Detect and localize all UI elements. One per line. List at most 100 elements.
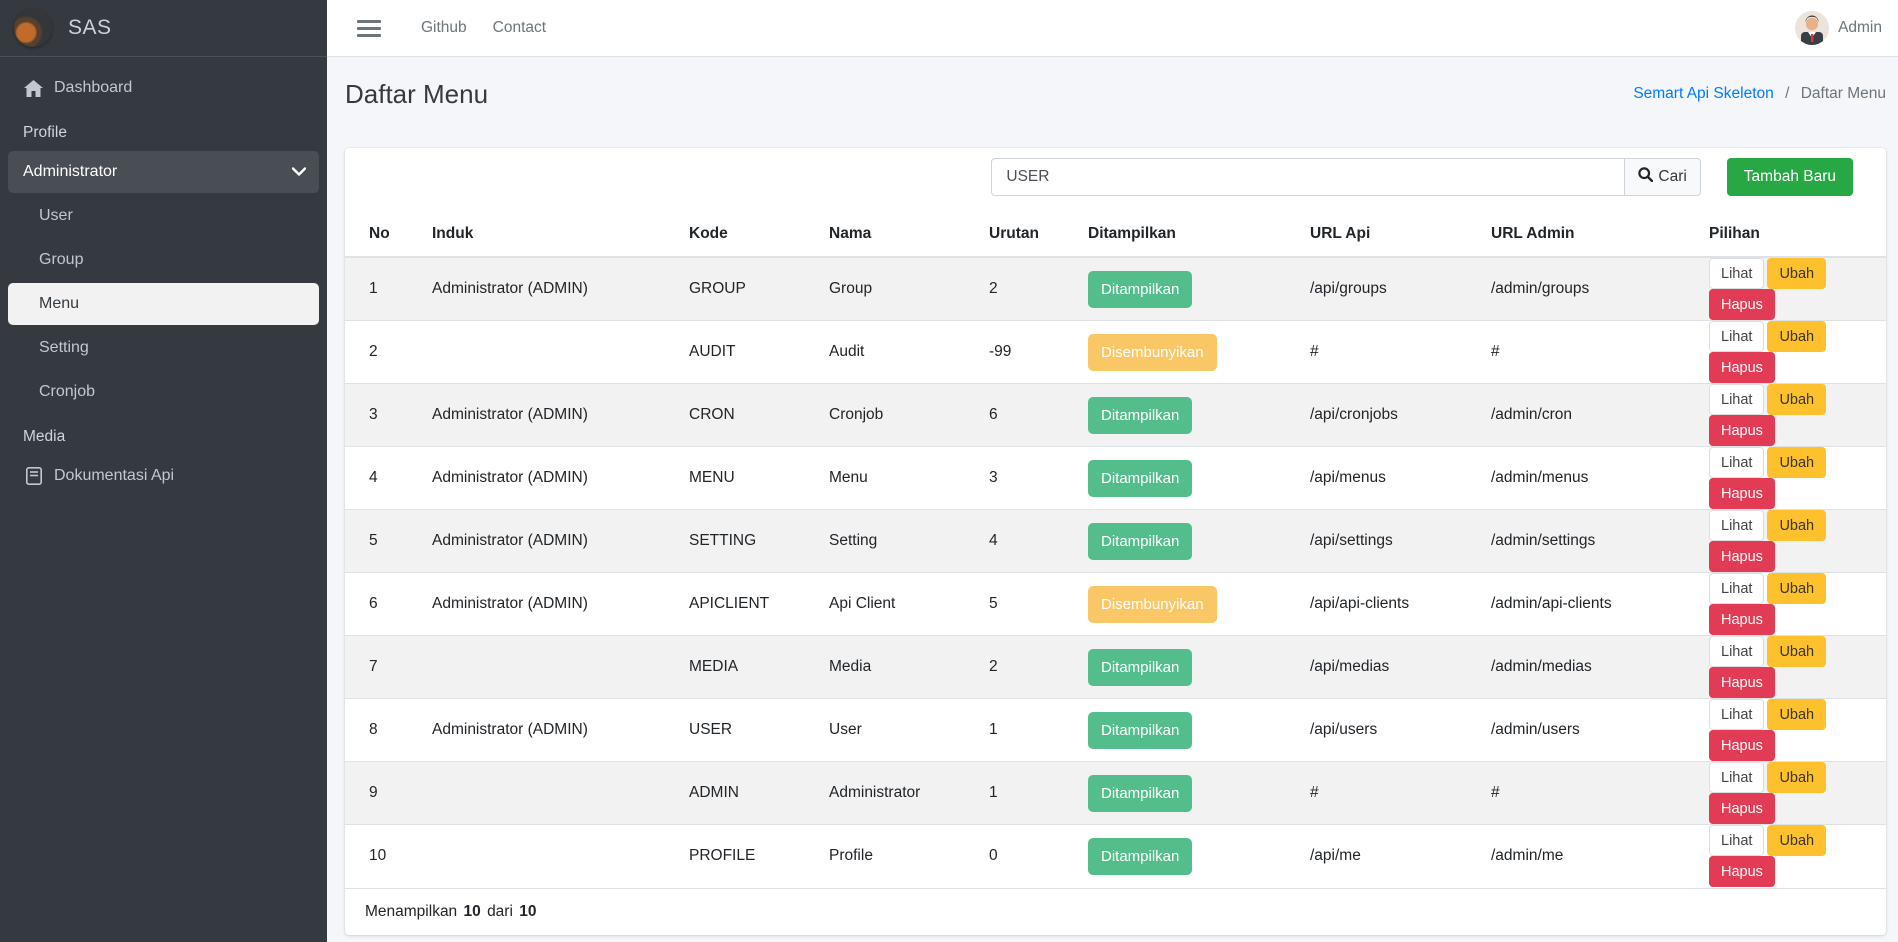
view-button[interactable]: Lihat [1709,510,1765,541]
status-badge-shown[interactable]: Ditampilkan [1088,459,1193,497]
cell-ditampilkan: Ditampilkan [1064,256,1286,321]
cell-url-api: # [1286,320,1467,384]
status-badge-shown[interactable]: Ditampilkan [1088,711,1193,749]
hamburger-menu-icon[interactable] [357,16,381,40]
cell-urutan: 2 [965,635,1064,699]
status-badge-shown[interactable]: Ditampilkan [1088,270,1193,308]
delete-button[interactable]: Hapus [1709,289,1775,320]
book-icon [23,466,44,487]
view-button[interactable]: Lihat [1709,447,1765,478]
sidebar-item-setting[interactable]: Setting [8,327,319,369]
cell-nama: User [805,698,965,762]
sidebar-item-group[interactable]: Group [8,239,319,281]
cell-url-admin: # [1467,761,1685,825]
sidebar-item-label: Administrator [23,163,118,180]
cell-pilihan: Lihat UbahHapus [1685,446,1886,510]
delete-button[interactable]: Hapus [1709,856,1775,888]
cell-kode: MENU [665,446,805,510]
cell-nama: Group [805,256,965,321]
view-button[interactable]: Lihat [1709,636,1765,667]
table-row: 6 Administrator (ADMIN) APICLIENT Api Clien… [345,572,1886,636]
delete-button[interactable]: Hapus [1709,730,1775,761]
view-button[interactable]: Lihat [1709,384,1765,415]
delete-button[interactable]: Hapus [1709,793,1775,824]
cell-nama: Menu [805,446,965,510]
cell-induk [408,761,665,825]
footer-total: 10 [519,902,537,920]
cell-no: 6 [345,572,408,636]
navbar-link-github[interactable]: Github [421,19,467,36]
edit-button[interactable]: Ubah [1767,321,1827,352]
delete-button[interactable]: Hapus [1709,352,1775,383]
col-header-nama: Nama [805,212,965,258]
cell-no: 3 [345,383,408,447]
cell-no: 9 [345,761,408,825]
edit-button[interactable]: Ubah [1767,762,1827,793]
search-icon [1638,167,1654,187]
brand[interactable]: SAS [0,0,327,57]
cell-kode: USER [665,698,805,762]
sidebar-item-menu[interactable]: Menu [8,283,319,325]
view-button[interactable]: Lihat [1709,825,1765,857]
table-footer: Menampilkan 10 dari 10 [345,887,1886,935]
sidebar-item-administrator[interactable]: Administrator [8,151,319,193]
cell-no: 8 [345,698,408,762]
add-new-button[interactable]: Tambah Baru [1726,158,1853,196]
search-button-label: Cari [1658,168,1687,185]
cell-no: 5 [345,509,408,573]
status-badge-shown[interactable]: Ditampilkan [1088,396,1193,434]
cell-urutan: -99 [965,320,1064,384]
sidebar-item-dokumentasi-api[interactable]: Dokumentasi Api [8,455,319,497]
cell-urutan: 6 [965,383,1064,447]
navbar-link-contact[interactable]: Contact [492,19,547,36]
status-badge-shown[interactable]: Ditampilkan [1088,774,1193,812]
status-badge-shown[interactable]: Ditampilkan [1088,648,1193,686]
search-button[interactable]: Cari [1624,158,1701,196]
status-badge-hidden[interactable]: Disembunyikan [1088,333,1217,371]
edit-button[interactable]: Ubah [1767,258,1827,289]
cell-ditampilkan: Ditampilkan [1064,761,1286,825]
cell-nama: Audit [805,320,965,384]
delete-button[interactable]: Hapus [1709,415,1775,446]
cell-kode: SETTING [665,509,805,573]
user-avatar [1795,11,1830,45]
status-badge-hidden[interactable]: Disembunyikan [1088,585,1217,623]
sidebar-item-cronjob[interactable]: Cronjob [8,371,319,413]
cell-urutan: 4 [965,509,1064,573]
edit-button[interactable]: Ubah [1767,510,1827,541]
view-button[interactable]: Lihat [1709,573,1765,604]
view-button[interactable]: Lihat [1709,762,1765,793]
menu-list-card: Cari Tambah Baru No Induk Kode Nama [345,148,1886,935]
edit-button[interactable]: Ubah [1767,384,1827,415]
status-badge-shown[interactable]: Ditampilkan [1088,522,1193,560]
edit-button[interactable]: Ubah [1767,447,1827,478]
table-row: 9 ADMIN Administrator 1 Ditampilkan # # Lihat Ub… [345,761,1886,825]
view-button[interactable]: Lihat [1709,258,1765,289]
cell-no: 4 [345,446,408,510]
navbar-user[interactable]: Admin [1795,11,1882,45]
edit-button[interactable]: Ubah [1767,699,1827,730]
status-badge-shown[interactable]: Ditampilkan [1088,837,1193,875]
sidebar-item-dashboard[interactable]: Dashboard [8,67,319,109]
cell-url-admin: /admin/api-clients [1467,572,1685,636]
sidebar-item-user[interactable]: User [8,195,319,237]
breadcrumb-root-link[interactable]: Semart Api Skeleton [1633,85,1774,102]
edit-button[interactable]: Ubah [1767,573,1827,604]
cell-kode: APICLIENT [665,572,805,636]
edit-button[interactable]: Ubah [1767,636,1827,667]
view-button[interactable]: Lihat [1709,699,1765,730]
delete-button[interactable]: Hapus [1709,478,1775,509]
delete-button[interactable]: Hapus [1709,667,1775,698]
col-header-pilihan: Pilihan [1685,212,1886,258]
cell-nama: Media [805,635,965,699]
search-input[interactable] [991,158,1625,196]
edit-button[interactable]: Ubah [1767,825,1827,857]
delete-button[interactable]: Hapus [1709,541,1775,572]
view-button[interactable]: Lihat [1709,321,1765,352]
cell-ditampilkan: Disembunyikan [1064,572,1286,636]
delete-button[interactable]: Hapus [1709,604,1775,635]
sidebar-item-label: Cronjob [39,383,96,400]
sidebar-item-label: Dokumentasi Api [54,467,175,484]
cell-induk: Administrator (ADMIN) [408,509,665,573]
cell-kode: ADMIN [665,761,805,825]
